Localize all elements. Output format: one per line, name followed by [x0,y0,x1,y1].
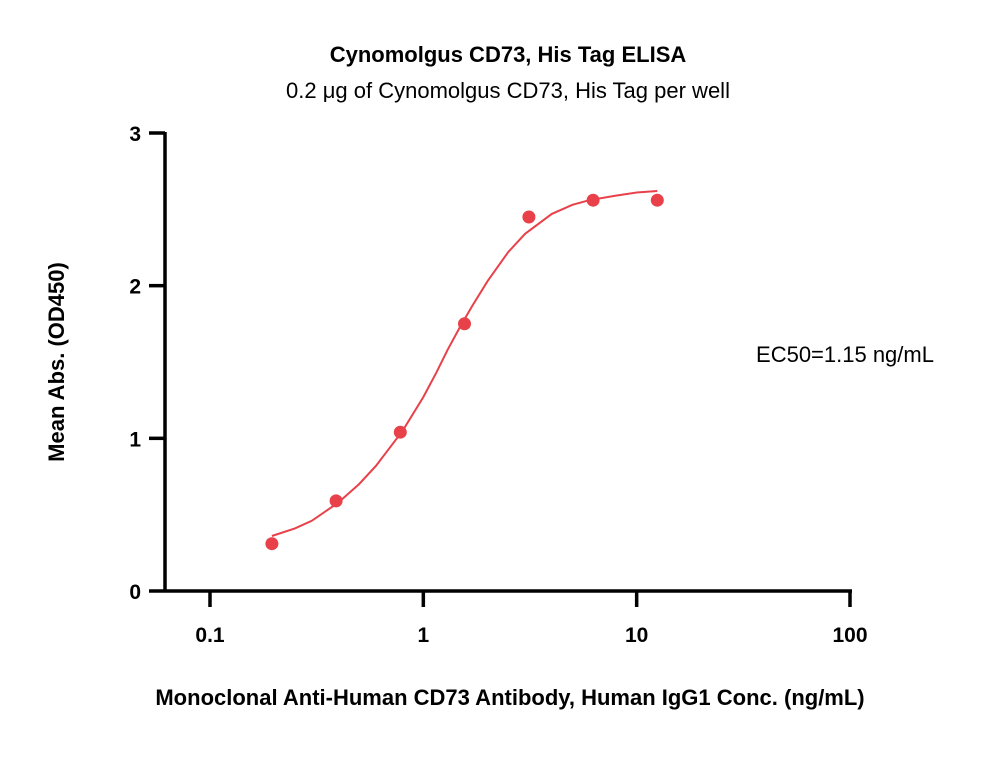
fit-curve [271,190,658,537]
chart-title: Cynomolgus CD73, His Tag ELISA [330,42,687,67]
fit-curve-layer [271,190,658,537]
x-tick-label: 10 [625,624,648,647]
data-points [265,193,664,551]
data-point [265,537,279,551]
ticks: 0 1 2 3 0.1 1 10 100 [129,123,867,647]
y-axis-label: Mean Abs. (OD450) [44,262,69,462]
x-tick-label: 100 [832,624,867,647]
data-point [522,210,536,224]
chart-subtitle: 0.2 μg of Cynomolgus CD73, His Tag per w… [286,78,730,103]
data-point [393,425,407,439]
y-tick-label: 0 [129,581,141,604]
data-point [586,193,600,207]
y-tick-label: 3 [129,123,141,146]
ec50-annotation: EC50=1.15 ng/mL [756,342,934,367]
axes [163,132,852,593]
y-tick-label: 1 [129,428,141,451]
x-tick-label: 0.1 [195,624,225,647]
x-axis-label: Monoclonal Anti-Human CD73 Antibody, Hum… [155,685,864,710]
data-point [650,193,664,207]
data-point [329,494,343,508]
data-point [458,317,471,331]
y-tick-label: 2 [129,276,141,299]
x-tick-label: 1 [417,624,429,647]
